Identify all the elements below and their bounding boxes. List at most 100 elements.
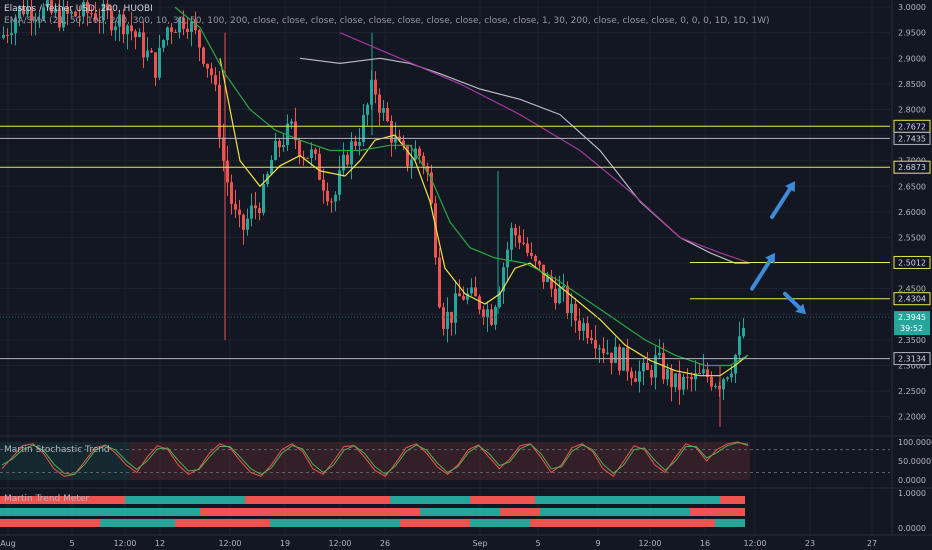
x-tick-label: 12 (155, 539, 165, 548)
level-price-label: 2.6873 (898, 163, 926, 172)
candle (202, 47, 205, 64)
candle (258, 208, 261, 214)
candle (726, 377, 729, 380)
candle (694, 373, 697, 380)
candle (722, 379, 725, 390)
candle (210, 68, 213, 76)
x-tick-label: 27 (867, 539, 877, 548)
candle (58, 8, 61, 28)
trend-meter-tick-label: 0.0000 (898, 524, 926, 533)
candle (334, 194, 337, 202)
candle (218, 84, 221, 138)
candle (246, 218, 249, 230)
candle (354, 141, 357, 146)
y-tick-label: 2.3000 (898, 361, 926, 370)
y-tick-label: 2.2000 (898, 413, 926, 422)
candle (634, 378, 637, 382)
candle (38, 18, 41, 20)
candle (182, 17, 185, 29)
candle (582, 323, 585, 331)
candle (114, 26, 117, 31)
candle (150, 50, 153, 53)
candle (366, 104, 369, 115)
y-tick-label: 2.3500 (898, 336, 926, 345)
candle (594, 340, 597, 349)
candle (426, 166, 429, 173)
candle (478, 296, 481, 310)
trend-meter-segment (530, 519, 715, 527)
y-tick-label: 2.6500 (898, 182, 926, 191)
level-price-tag (893, 255, 931, 269)
candle (22, 6, 25, 15)
candle (174, 31, 177, 33)
y-tick-label: 2.5500 (898, 233, 926, 242)
trend-meter-segment (400, 519, 470, 527)
candle (350, 141, 353, 165)
y-tick-label: 2.9000 (898, 54, 926, 63)
candle (70, 11, 73, 14)
candle (706, 369, 709, 377)
candle (6, 35, 9, 37)
y-tick-label: 2.8000 (898, 106, 926, 115)
candle (382, 108, 385, 113)
candle (590, 338, 593, 341)
trend-meter-segment (690, 508, 745, 516)
candle (554, 288, 557, 304)
candle (586, 323, 589, 339)
candle (122, 14, 125, 35)
current-price-label: 2.3945 (898, 313, 926, 322)
candle (650, 369, 653, 378)
candle (494, 306, 497, 325)
candle (274, 140, 277, 160)
candle (78, 16, 81, 18)
y-tick-label: 2.9500 (898, 29, 926, 38)
candle (282, 145, 285, 148)
candle (330, 201, 333, 203)
level-price-label: 2.3134 (898, 355, 926, 364)
candle (110, 10, 113, 31)
candle (642, 363, 645, 372)
current-price-tag (894, 311, 930, 336)
candle (654, 355, 657, 378)
candle (242, 214, 245, 230)
candle (138, 32, 141, 38)
candle (154, 52, 157, 78)
candle (62, 7, 65, 28)
candle (130, 25, 133, 32)
trend-meter-segment (200, 508, 420, 516)
x-tick-label: 12:00 (328, 539, 351, 548)
trend-meter-segment (100, 519, 175, 527)
x-tick-label: 9 (595, 539, 600, 548)
candle (482, 309, 485, 318)
candle (690, 376, 693, 380)
candle (450, 311, 453, 323)
candle (162, 40, 165, 48)
candle (550, 276, 553, 289)
candle (226, 160, 229, 183)
level-price-tag (893, 352, 931, 366)
trend-meter-segment (715, 519, 745, 527)
candle (98, 20, 101, 22)
candle (454, 293, 457, 323)
candle (26, 6, 29, 15)
x-tick-label: 12:00 (743, 539, 766, 548)
candle (18, 6, 21, 19)
x-tick-label: Aug (0, 539, 16, 548)
x-tick-label: 12:00 (113, 539, 136, 548)
moving-average-line (219, 58, 749, 377)
candle (462, 296, 465, 300)
candle (742, 327, 745, 337)
moving-average-line (299, 57, 750, 264)
candle (530, 252, 533, 256)
chart-title: Elastos / Tether USD, 240, HUOBI (4, 4, 153, 14)
candle (378, 94, 381, 113)
candle (646, 363, 649, 370)
trend-meter-tick-label: 1.0000 (898, 489, 926, 498)
candle (190, 21, 193, 32)
candle (30, 6, 33, 21)
level-price-label: 2.5012 (898, 258, 926, 267)
trend-meter-segment (470, 519, 530, 527)
trend-meter-segment (390, 496, 470, 504)
trend-meter-segment (175, 519, 270, 527)
